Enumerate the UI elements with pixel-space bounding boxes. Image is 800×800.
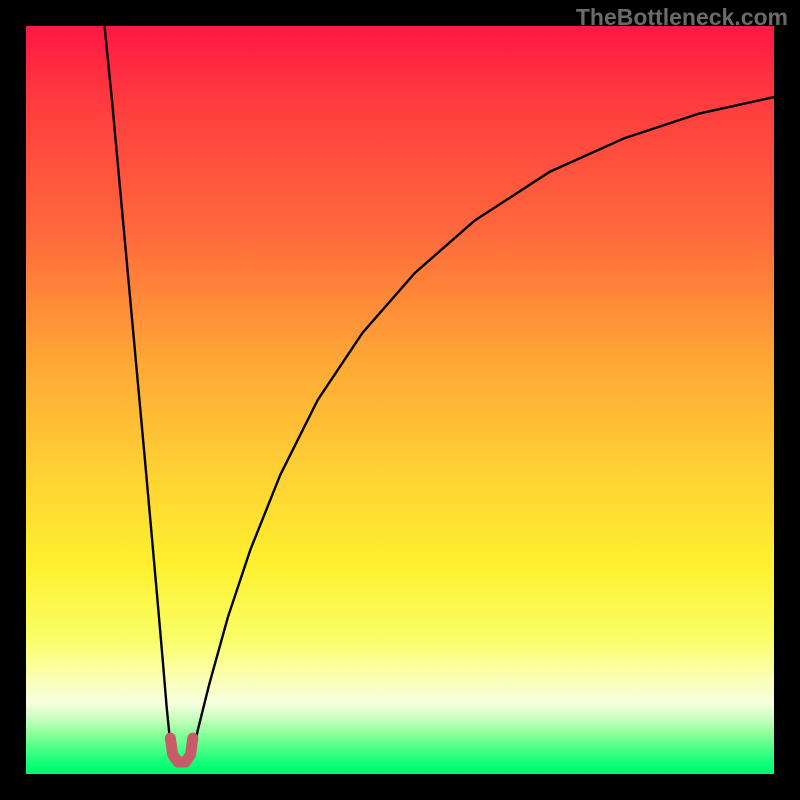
plot-background [26,26,774,774]
chart-root: TheBottleneck.com [0,0,800,800]
watermark-text: TheBottleneck.com [576,4,788,31]
bottleneck-chart [0,0,800,800]
